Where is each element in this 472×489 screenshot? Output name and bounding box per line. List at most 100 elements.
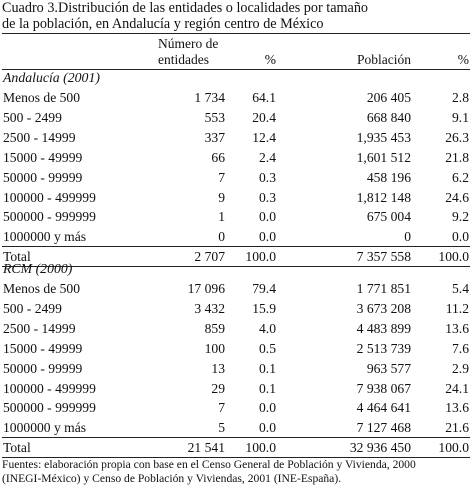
- cell-pct-entidades: 2.4: [259, 149, 276, 165]
- cell-poblacion: 1,601 512: [356, 149, 411, 165]
- row-label: Total: [3, 249, 31, 265]
- row-label: 15000 - 49999: [3, 149, 83, 165]
- table-row: 500 - 2499 553 20.4 668 840 9.1: [0, 108, 472, 128]
- cell-poblacion: 0: [404, 229, 411, 245]
- cell-entidades: 13: [211, 360, 225, 376]
- cell-pct-poblacion: 100.0: [438, 249, 469, 265]
- cell-entidades: 17 096: [187, 281, 225, 296]
- cell-pct-poblacion: 21.6: [445, 420, 469, 436]
- cell-pct-entidades: 100.0: [245, 249, 276, 265]
- cell-entidades: 1 734: [194, 90, 225, 105]
- table-row: 50000 - 99999 13 0.1 963 577 2.9: [0, 359, 472, 379]
- cell-poblacion: 206 405: [366, 90, 411, 105]
- cell-pct-entidades: 0.1: [259, 380, 276, 396]
- row-label: 1000000 y más: [3, 229, 87, 245]
- table-row: Menos de 500 1 734 64.1 206 405 2.8: [0, 88, 472, 108]
- cell-pct-poblacion: 7.6: [452, 340, 469, 356]
- row-label: 2500 - 14999: [3, 129, 76, 145]
- header-entidades: Número de entidades: [158, 36, 219, 67]
- row-label: 15000 - 49999: [3, 340, 83, 356]
- cell-poblacion: 1,812 148: [356, 189, 411, 205]
- row-label: 500000 - 999999: [3, 400, 96, 416]
- total-rule: [2, 437, 470, 439]
- cell-pct-poblacion: 24.1: [445, 380, 469, 396]
- cell-pct-poblacion: 11.2: [445, 300, 469, 316]
- cell-poblacion: 4 483 899: [356, 320, 411, 336]
- cell-poblacion: 668 840: [366, 109, 411, 125]
- table-row: 1000000 y más 5 0.0 7 127 468 21.6: [0, 418, 472, 438]
- total-rule: [2, 246, 470, 248]
- section-title: Andalucía (2001): [3, 70, 100, 85]
- cell-poblacion: 7 127 468: [356, 420, 411, 436]
- cell-pct-poblacion: 9.1: [452, 109, 469, 125]
- cell-poblacion: 458 196: [366, 169, 411, 185]
- header-poblacion: Población: [357, 52, 411, 67]
- cell-pct-entidades: 79.4: [252, 281, 276, 296]
- table-row: 50000 - 99999 7 0.3 458 196 6.2: [0, 168, 472, 188]
- row-label: Menos de 500: [3, 90, 81, 105]
- cell-entidades: 337: [204, 129, 225, 145]
- cell-pct-poblacion: 2.8: [452, 90, 469, 105]
- cell-pct-entidades: 15.9: [252, 300, 276, 316]
- table-row: 100000 - 499999 29 0.1 7 938 067 24.1: [0, 379, 472, 399]
- table-row: 500000 - 999999 1 0.0 675 004 9.2: [0, 207, 472, 227]
- table-row: Total 21 541 100.0 32 936 450 100.0: [0, 438, 472, 458]
- cell-entidades: 3 432: [194, 300, 225, 316]
- cell-pct-entidades: 100.0: [245, 440, 276, 456]
- header-pct2: %: [457, 52, 469, 67]
- source-note: Fuentes: elaboración propia con base en …: [2, 458, 416, 485]
- cell-poblacion: 32 936 450: [349, 440, 411, 456]
- table-caption: Cuadro 3.Distribución de las entidades o…: [2, 0, 369, 32]
- table-row: Total 2 707 100.0 7 357 558 100.0: [0, 247, 472, 267]
- cell-entidades: 0: [218, 229, 225, 245]
- cell-poblacion: 2 513 739: [356, 340, 411, 356]
- row-label: 100000 - 499999: [3, 380, 96, 396]
- cell-poblacion: 963 577: [366, 360, 411, 376]
- cell-pct-entidades: 0.0: [259, 400, 276, 416]
- section-title: RCM (2000): [3, 261, 73, 276]
- row-label: Menos de 500: [3, 281, 81, 296]
- cell-pct-entidades: 0.1: [259, 360, 276, 376]
- cell-pct-poblacion: 21.8: [445, 149, 469, 165]
- cell-poblacion: 1 771 851: [356, 281, 411, 296]
- cell-poblacion: 675 004: [366, 209, 411, 225]
- cell-entidades: 859: [204, 320, 225, 336]
- cell-pct-entidades: 0.0: [259, 229, 276, 245]
- table-row: 500000 - 999999 7 0.0 4 464 641 13.6: [0, 398, 472, 418]
- cell-pct-poblacion: 26.3: [445, 129, 469, 145]
- top-rule: [2, 33, 470, 34]
- cell-pct-poblacion: 24.6: [445, 189, 469, 205]
- cell-entidades: 1: [218, 209, 225, 225]
- cell-pct-poblacion: 2.9: [452, 360, 469, 376]
- table-row: Menos de 500 17 096 79.4 1 771 851 5.4: [0, 279, 472, 299]
- cell-pct-entidades: 4.0: [259, 320, 276, 336]
- cell-entidades: 9: [218, 189, 225, 205]
- table-row: 2500 - 14999 859 4.0 4 483 899 13.6: [0, 319, 472, 339]
- row-label: 500 - 2499: [3, 300, 62, 316]
- row-label: 500 - 2499: [3, 109, 62, 125]
- cell-entidades: 2 707: [194, 249, 225, 265]
- cell-pct-entidades: 0.0: [259, 420, 276, 436]
- cell-pct-entidades: 0.5: [259, 340, 276, 356]
- section-rule: [2, 266, 470, 268]
- bottom-rule: [2, 457, 470, 458]
- cell-pct-poblacion: 13.6: [445, 400, 469, 416]
- cell-pct-poblacion: 100.0: [438, 440, 469, 456]
- cell-pct-entidades: 0.3: [259, 189, 276, 205]
- cell-pct-poblacion: 9.2: [452, 209, 469, 225]
- cell-entidades: 21 541: [187, 440, 225, 456]
- cell-pct-entidades: 0.3: [259, 169, 276, 185]
- cell-pct-entidades: 64.1: [252, 90, 276, 105]
- row-label: 100000 - 499999: [3, 189, 96, 205]
- cell-entidades: 553: [204, 109, 225, 125]
- cell-pct-entidades: 12.4: [252, 129, 276, 145]
- row-label: 2500 - 14999: [3, 320, 76, 336]
- cell-entidades: 66: [211, 149, 225, 165]
- row-label: Total: [3, 440, 31, 456]
- table-row: 15000 - 49999 66 2.4 1,601 512 21.8: [0, 148, 472, 168]
- cell-poblacion: 1,935 453: [356, 129, 411, 145]
- cell-entidades: 7: [218, 169, 225, 185]
- table-row: 2500 - 14999 337 12.4 1,935 453 26.3: [0, 128, 472, 148]
- cell-entidades: 7: [218, 400, 225, 416]
- cell-pct-entidades: 20.4: [252, 109, 276, 125]
